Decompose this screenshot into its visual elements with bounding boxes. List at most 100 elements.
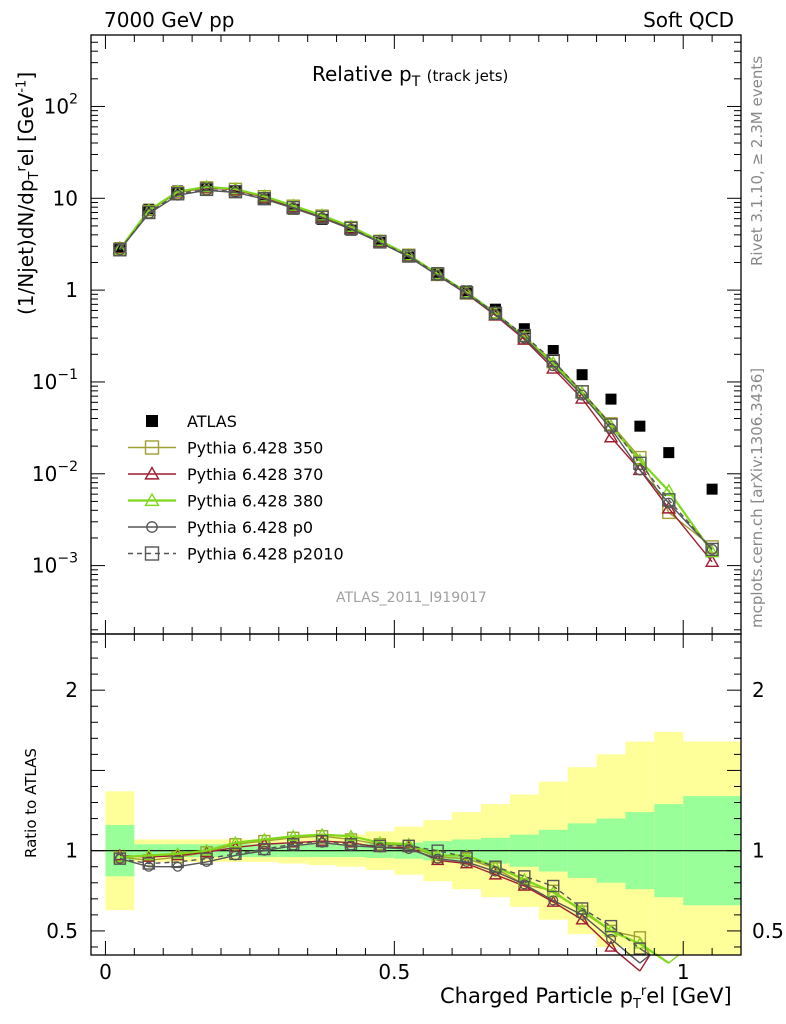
data-point <box>633 456 647 471</box>
legend-entry: Pythia 6.428 350 <box>128 439 323 458</box>
axes: 102 10 1 10−1 10−2 10−3 0.5 0.5 1 1 2 2 0 0.5 1 <box>32 34 784 984</box>
ratio-point <box>488 867 503 880</box>
data-point <box>402 249 416 263</box>
ratio-point <box>315 834 329 846</box>
ratio-tail <box>668 954 680 964</box>
data-point <box>345 224 357 236</box>
main-y-label-tail: el [GeV <box>14 92 38 167</box>
legend-label: ATLAS <box>187 412 237 431</box>
legend-marker <box>144 492 160 507</box>
ratio-point <box>171 855 184 869</box>
ratio-point <box>143 861 154 872</box>
data-point <box>373 235 387 249</box>
header-energy: 7000 GeV pp <box>104 8 235 32</box>
data-point <box>142 205 156 220</box>
mcplots-reference-text: mcplots.cern.ch [arXiv:1306.3436] <box>748 367 766 628</box>
ratio-frame <box>90 633 742 956</box>
ratio-point <box>373 839 387 853</box>
x-label-text: Charged Particle p <box>440 984 633 1008</box>
data-point <box>518 332 530 344</box>
ratio-y-ticklabel-right: 0.5 <box>752 919 784 943</box>
x-axis-label: Charged Particle pTrel [GeV] <box>440 984 732 1012</box>
ratio-point <box>229 847 242 861</box>
ratio-point <box>258 842 271 856</box>
legend-marker <box>144 440 160 455</box>
plot-title-note: (track jets) <box>426 67 509 85</box>
legend-marker <box>146 521 158 533</box>
main-y-ticklabel: 10−2 <box>32 459 78 486</box>
data-point <box>257 191 272 206</box>
ratio-point <box>547 879 560 893</box>
ratio-point <box>113 850 127 862</box>
ratio-point <box>344 838 358 851</box>
data-point <box>114 244 126 256</box>
ratio-point <box>519 879 530 890</box>
legend: ATLAS Pythia 6.428 350 Pythia 6.428 370 Pyt… <box>128 412 344 564</box>
legend-entry: Pythia 6.428 370 <box>128 465 323 484</box>
ratio-point <box>199 843 214 856</box>
data-point <box>663 447 675 459</box>
data-point <box>634 420 646 432</box>
ratio-point <box>403 844 414 855</box>
legend-entry: Pythia 6.428 p0 <box>128 518 313 537</box>
ratio-point <box>604 940 618 952</box>
main-y-ticklabel: 102 <box>44 91 78 118</box>
data-point <box>518 323 530 335</box>
data-point <box>704 544 720 558</box>
data-point <box>604 418 618 432</box>
analysis-tag: ATLAS_2011_I919017 <box>336 590 487 606</box>
data-point <box>605 423 617 435</box>
rivet-version-text: Rivet 3.1.10, ≥ 2.3M events <box>748 55 766 266</box>
legend-marker <box>144 466 160 480</box>
data-point <box>662 493 676 507</box>
data-point <box>576 369 588 381</box>
data-point <box>661 500 676 514</box>
x-label-sub: T <box>632 997 641 1013</box>
main-y-label-unit-sup: -1 <box>14 79 30 93</box>
data-point <box>344 221 358 236</box>
main-y-label-close: ] <box>14 71 38 80</box>
data-point <box>315 210 329 225</box>
ratio-y-ticklabel-left: 0.5 <box>46 919 78 943</box>
main-y-label-text: (1/Njet)dN/dp <box>14 179 38 315</box>
ratio-point <box>459 848 474 861</box>
ratio-point <box>489 860 502 873</box>
ratio-point <box>633 942 647 955</box>
ratio-point <box>604 919 618 933</box>
data-point <box>663 497 675 509</box>
legend-entry: ATLAS <box>146 412 237 431</box>
ratio-uncertainty-bands <box>91 731 741 955</box>
legend-label: Pythia 6.428 350 <box>187 439 323 458</box>
legend-marker <box>144 546 160 561</box>
data-point <box>704 554 720 568</box>
ratio-point <box>577 909 588 920</box>
plot-title: Relative pT (track jets) <box>312 62 508 90</box>
ratio-point <box>575 902 589 915</box>
plot-title-main: Relative p <box>312 62 412 86</box>
ratio-point <box>344 829 358 842</box>
main-y-label-sup: r <box>14 166 30 172</box>
plot-title-sub: T <box>411 74 421 90</box>
main-curves <box>112 179 720 568</box>
data-point <box>112 241 128 255</box>
ratio-y-ticklabel-left: 1 <box>65 839 78 863</box>
data-point <box>228 184 243 199</box>
ratio-point <box>605 933 617 944</box>
ratio-y-ticklabel-right: 2 <box>752 678 765 702</box>
legend-entry: Pythia 6.428 p2010 <box>128 545 344 564</box>
main-y-ticklabel: 10−1 <box>32 367 78 394</box>
data-point <box>547 345 559 357</box>
legend-label: Pythia 6.428 p0 <box>187 518 313 537</box>
series-pythia-6-428-p2010 <box>113 182 719 557</box>
data-point <box>517 328 532 343</box>
data-point <box>705 542 719 557</box>
data-point <box>258 193 270 205</box>
ratio-point <box>200 852 213 865</box>
ratio-point <box>113 852 127 865</box>
main-y-ticklabel: 10 <box>53 186 78 210</box>
ratio-tail <box>639 954 651 972</box>
ratio-point <box>518 870 531 883</box>
data-point <box>603 429 619 443</box>
series-line <box>119 188 713 550</box>
